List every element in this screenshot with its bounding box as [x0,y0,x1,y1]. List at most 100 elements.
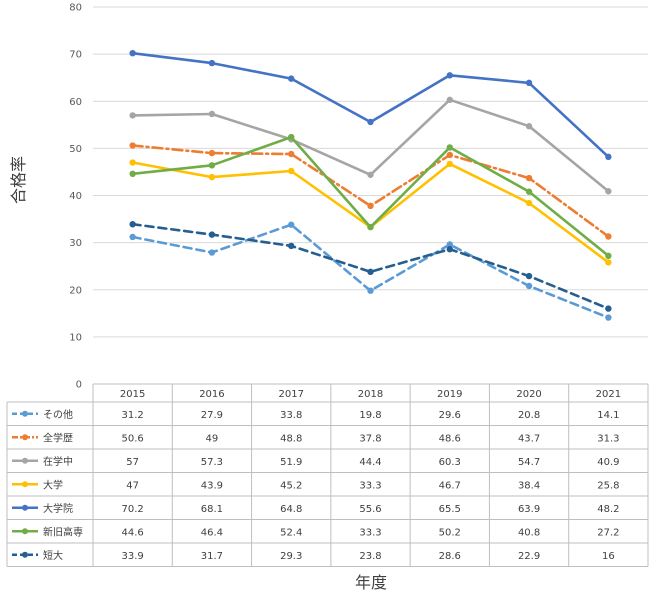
x-axis-title: 年度 [355,573,387,592]
data-label: 23.8 [359,551,381,562]
legend-key [12,528,38,535]
series-line [131,51,610,159]
series-lines [129,49,612,321]
data-point [129,170,136,178]
data-point [525,199,533,207]
data-label: 51.9 [280,457,302,468]
legend-marker [22,528,28,535]
data-point [208,249,216,256]
data-point [525,272,533,280]
data-point [605,259,612,266]
data-point [605,305,612,312]
data-label: 68.1 [201,504,223,515]
data-label: 19.8 [359,410,381,421]
data-label: 55.6 [359,504,381,515]
data-point [129,142,136,149]
legend-label: 在学中 [43,455,73,468]
y-axis-ticks: 0 10 20 30 40 50 60 70 80 [69,3,82,391]
data-label: 46.4 [201,527,223,538]
legend-label: 新旧高専 [43,525,83,538]
series-2 [129,96,612,195]
data-label: 40.9 [597,457,619,468]
y-tick-label: 60 [69,97,82,108]
series-line [131,222,610,310]
legend-marker [22,481,28,488]
x-tick-label: 2021 [596,389,621,400]
data-point [129,49,136,57]
data-label: 45.2 [280,480,302,491]
data-point [446,246,453,253]
data-point [129,112,136,119]
data-label: 50.6 [122,433,144,444]
data-label: 28.6 [439,551,461,562]
data-point [288,150,295,158]
data-point [208,231,216,238]
data-point [446,160,453,168]
legend-marker [22,457,28,464]
data-point [446,144,453,151]
data-point [288,167,295,175]
data-label: 43.7 [518,433,540,444]
data-label: 57 [126,457,139,468]
x-tick-label: 2019 [437,389,462,400]
x-tick-label: 2017 [278,389,303,400]
data-label: 46.7 [439,480,461,491]
y-tick-label: 80 [69,3,82,14]
legend-key [12,434,38,441]
legend-marker [22,551,28,558]
data-point [525,188,533,195]
legend-marker [22,434,28,441]
legend-key [12,504,38,511]
data-label: 48.6 [439,433,461,444]
data-label: 20.8 [518,410,540,421]
data-label: 64.8 [280,504,302,515]
data-point [525,123,533,130]
data-point [367,268,374,276]
data-label: 14.1 [597,410,619,421]
data-point [129,159,136,166]
data-label: 31.7 [201,551,223,562]
data-label: 33.3 [359,527,381,538]
data-point [605,252,612,260]
data-point [129,233,136,241]
x-tick-label: 2020 [516,389,541,400]
legend-label: 短大 [43,549,63,562]
x-tick-label: 2015 [120,389,145,400]
data-point [446,151,453,159]
gridlines [93,6,648,338]
data-point [288,242,295,250]
data-label: 33.3 [359,480,381,491]
data-point [129,221,136,228]
data-point [367,118,374,126]
data-point [525,282,533,290]
data-point [288,75,295,82]
data-point [605,233,612,240]
data-label: 27.9 [201,410,223,421]
data-point [605,153,612,161]
legend-marker [22,504,28,511]
data-point [525,79,533,87]
data-label: 49 [206,433,219,444]
data-label: 57.3 [201,457,223,468]
legend-key [12,457,38,464]
y-tick-label: 70 [69,50,82,61]
y-tick-label: 50 [69,144,82,155]
data-label: 44.6 [122,527,144,538]
series-line [131,135,610,258]
series-line [131,144,610,238]
data-point [446,241,453,248]
data-point [605,188,612,195]
y-tick-label: 0 [76,380,82,391]
data-label: 29.3 [280,551,302,562]
data-label: 37.8 [359,433,381,444]
series-5 [129,133,612,260]
legend-marker [22,410,28,417]
legend-label: 全学歴 [43,431,73,444]
y-tick-label: 20 [69,285,82,296]
data-point [208,110,216,118]
data-point [367,171,374,178]
x-tick-label: 2016 [199,389,224,400]
data-table: 2015 2016 2017 2018 2019 2020 2021 その他 31.2 27.9 3… [6,383,649,567]
y-axis-title: 合格率 [9,156,28,204]
